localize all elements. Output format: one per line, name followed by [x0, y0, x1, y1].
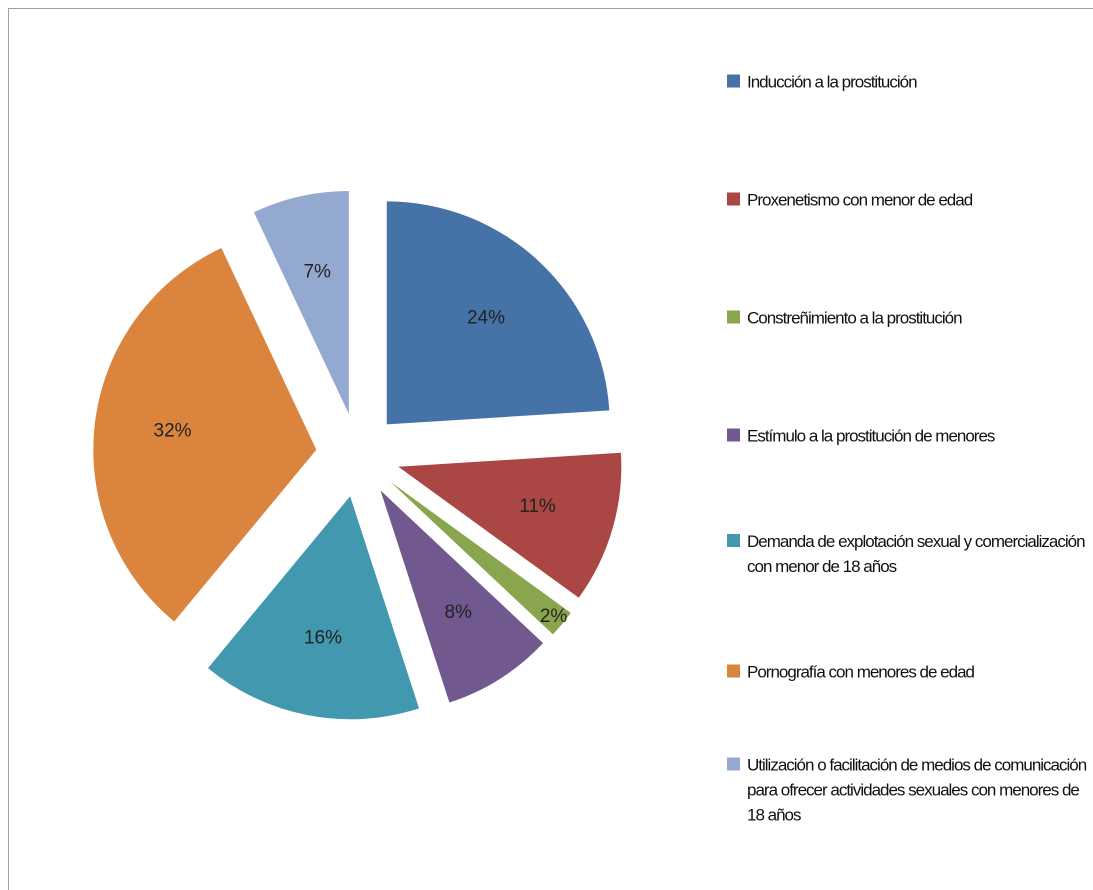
- legend-label: Proxenetismo con menor de edad: [747, 190, 973, 210]
- legend-swatch: [727, 192, 740, 206]
- legend-item: Pornografía con menores de edad: [727, 660, 1087, 685]
- legend-item: Demanda de explotación sexual y comercia…: [727, 529, 1087, 579]
- data-label: 32%: [154, 421, 192, 442]
- legend-swatch: [727, 534, 740, 547]
- data-label: 8%: [444, 602, 472, 623]
- legend-label: Inducción a la prostitución: [747, 72, 918, 92]
- legend-item: Utilización o facilitación de medios de …: [727, 753, 1087, 828]
- legend-label: Utilización o facilitación de medios de …: [747, 755, 1087, 825]
- legend-label: Estímulo a la prostitución de menores: [747, 426, 995, 446]
- legend-item: Constreñimiento a la prostitución: [727, 306, 1087, 331]
- chart-border: [8, 8, 1093, 890]
- pie-slice: [398, 452, 622, 598]
- legend-item: Estímulo a la prostitución de menores: [727, 424, 1087, 449]
- data-label: 11%: [519, 496, 556, 517]
- pie-slice: [390, 481, 571, 635]
- legend-swatch: [727, 757, 740, 771]
- legend-swatch: [727, 310, 740, 324]
- legend-label: Demanda de explotación sexual y comercia…: [747, 532, 1086, 576]
- data-label: 7%: [303, 262, 331, 283]
- legend-item: Proxenetismo con menor de edad: [727, 188, 1087, 213]
- legend-swatch: [727, 428, 740, 442]
- legend-label: Pornografía con menores de edad: [747, 662, 975, 682]
- legend-swatch: [727, 74, 740, 88]
- pie-slice: [207, 496, 420, 720]
- legend-item: Inducción a la prostitución: [727, 70, 1087, 95]
- legend-label: Constreñimiento a la prostitución: [747, 308, 963, 328]
- pie-slice: [386, 201, 610, 425]
- pie-slice: [93, 247, 317, 622]
- data-label: 24%: [467, 308, 505, 329]
- pie-slice: [380, 490, 544, 703]
- pie-slice: [253, 191, 349, 415]
- data-label: 16%: [304, 628, 342, 649]
- data-label: 2%: [540, 606, 568, 627]
- legend-swatch: [727, 664, 740, 678]
